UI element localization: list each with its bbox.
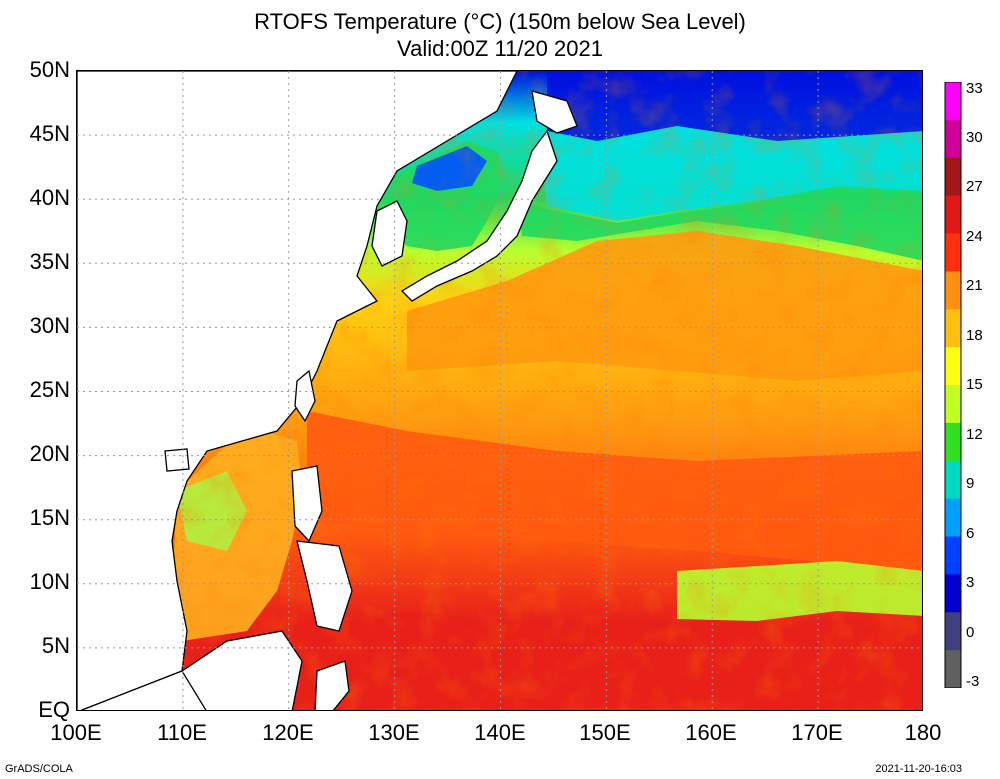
lat-label-25n: 25N xyxy=(29,377,70,402)
land-hokkaido xyxy=(531,90,578,134)
colorbar-segment xyxy=(945,536,961,575)
lat-label-30n: 30N xyxy=(29,313,70,338)
lat-label-15n: 15N xyxy=(29,505,70,530)
lon-label-100e: 100E xyxy=(50,720,102,745)
colorbar-label-15: 15 xyxy=(966,376,983,393)
colorbar-segment xyxy=(945,574,961,613)
colorbar-label-33: 33 xyxy=(966,80,983,97)
land-korea xyxy=(371,200,408,267)
colorbar-label-0: 0 xyxy=(966,624,975,641)
land-taiwan xyxy=(294,369,316,423)
colorbar-label-21: 21 xyxy=(966,277,983,294)
colorbar-segment xyxy=(945,650,961,688)
colorbar-segment xyxy=(945,119,961,159)
colorbar-segment xyxy=(945,233,961,272)
colorbar-label-30: 30 xyxy=(966,129,983,146)
lat-label-50n: 50N xyxy=(29,57,70,82)
colorbar-segment xyxy=(945,498,961,537)
lat-label-10n: 10N xyxy=(29,569,70,594)
colorbar-segment xyxy=(945,612,961,651)
colorbar-label-18: 18 xyxy=(966,327,983,344)
land-luzon xyxy=(291,465,323,543)
map-title: RTOFS Temperature (°C) (150m below Sea L… xyxy=(254,9,746,34)
colorbar-label-12: 12 xyxy=(966,426,983,443)
colorbar-segment xyxy=(945,157,961,197)
lon-label-180: 180 xyxy=(904,720,942,745)
lon-label-110e: 110E xyxy=(157,720,207,745)
land-borneo xyxy=(181,630,303,710)
timestamp: 2021-11-20-16:03 xyxy=(875,763,962,775)
graticule xyxy=(77,71,922,710)
lon-label-170e: 170E xyxy=(791,720,843,745)
colorbar-segment xyxy=(945,422,961,462)
colorbar-segment xyxy=(945,195,961,234)
colorbar-label-minus3: -3 xyxy=(966,673,980,690)
temperature-map xyxy=(76,70,923,711)
colorbar-label-9: 9 xyxy=(966,475,975,492)
colorbar-segment xyxy=(945,271,961,310)
land-sulawesi xyxy=(314,660,350,710)
colorbar-segment xyxy=(945,385,961,424)
lat-label-20n: 20N xyxy=(29,441,70,466)
colorbar xyxy=(944,82,962,688)
colorbar-segment xyxy=(945,460,961,500)
lon-label-120e: 120E xyxy=(262,720,314,745)
colorbar-segment xyxy=(945,82,961,121)
colorbar-label-6: 6 xyxy=(966,525,975,542)
lon-label-150e: 150E xyxy=(579,720,631,745)
map-valid-time: Valid:00Z 11/20 2021 xyxy=(397,36,603,61)
land-japan xyxy=(400,129,558,302)
lat-label-40n: 40N xyxy=(29,185,70,210)
colorbar-label-24: 24 xyxy=(966,228,983,245)
lat-label-eq: EQ xyxy=(38,697,70,722)
lon-label-130e: 130E xyxy=(368,720,420,745)
lat-label-5n: 5N xyxy=(41,633,70,658)
colorbar-label-27: 27 xyxy=(966,178,983,195)
land-hainan xyxy=(164,448,190,472)
colorbar-segment xyxy=(945,309,961,348)
credit-text: GrADS/COLA xyxy=(5,763,73,775)
colorbar-segment xyxy=(945,347,961,386)
temperature-field xyxy=(77,71,922,710)
lon-label-160e: 160E xyxy=(685,720,737,745)
land-philippines-south xyxy=(296,540,353,632)
colorbar-label-3: 3 xyxy=(966,574,975,591)
lon-label-140e: 140E xyxy=(474,720,526,745)
colorbar-frame xyxy=(944,82,962,688)
lat-label-45n: 45N xyxy=(29,121,70,146)
lat-label-35n: 35N xyxy=(29,249,70,274)
